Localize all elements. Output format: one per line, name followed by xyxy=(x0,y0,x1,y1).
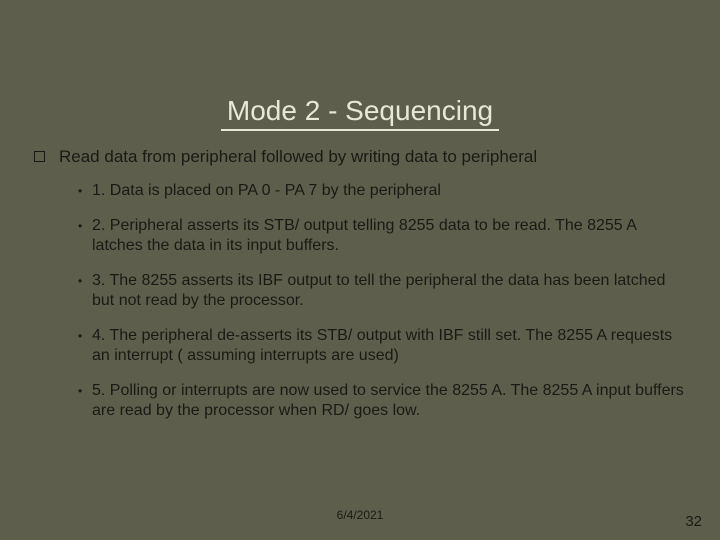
main-bullet: Read data from peripheral followed by wr… xyxy=(34,147,686,167)
list-item: 2. Peripheral asserts its STB/ output te… xyxy=(78,216,686,256)
slide-title: Mode 2 - Sequencing xyxy=(221,95,499,131)
list-item: 3. The 8255 asserts its IBF output to te… xyxy=(78,271,686,311)
footer-date: 6/4/2021 xyxy=(0,508,720,522)
list-item: 5. Polling or interrupts are now used to… xyxy=(78,381,686,421)
title-wrap: Mode 2 - Sequencing xyxy=(0,0,720,131)
content-area: Read data from peripheral followed by wr… xyxy=(0,131,720,421)
list-item: 1. Data is placed on PA 0 - PA 7 by the … xyxy=(78,181,686,201)
sub-bullet-list: 1. Data is placed on PA 0 - PA 7 by the … xyxy=(34,181,686,421)
main-bullet-text: Read data from peripheral followed by wr… xyxy=(59,147,537,167)
list-item: 4. The peripheral de-asserts its STB/ ou… xyxy=(78,326,686,366)
checkbox-icon xyxy=(34,151,45,162)
page-number: 32 xyxy=(685,513,702,530)
slide-container: Mode 2 - Sequencing Read data from perip… xyxy=(0,0,720,540)
